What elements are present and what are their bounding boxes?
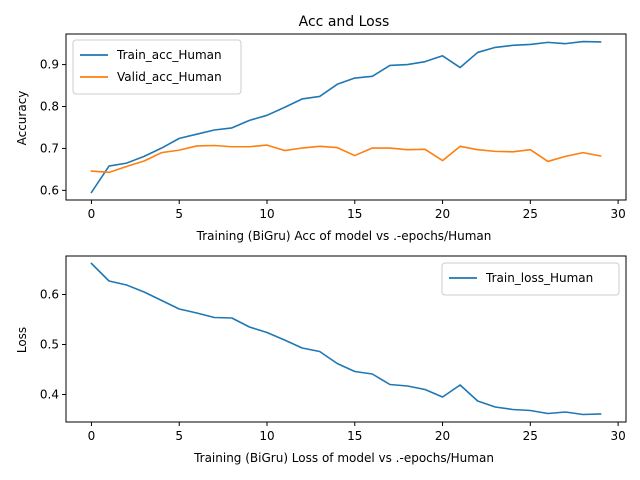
x-tick-label: 5 [175,207,183,221]
y-axis-label: Accuracy [15,91,29,146]
legend-label: Train_loss_Human [485,271,593,285]
series-line-Valid_acc_Human [90,144,602,174]
y-tick-label: 0.9 [40,58,59,72]
x-tick-label: 10 [259,207,274,221]
y-tick-label: 0.5 [40,338,59,352]
legend-box [72,39,242,95]
y-tick-label: 0.8 [40,100,59,114]
loss-chart: 0 5 10 15 20 25 30 0.4 0.5 0.6 Training (BiGru) L… [15,255,627,465]
x-tick-label: 30 [610,207,625,221]
loss-plot-area: 0 5 10 15 20 25 30 0.4 0.5 0.6 [40,255,627,443]
x-tick-label: 0 [88,429,96,443]
legend-box [441,262,620,296]
y-tick-label: 0.6 [40,288,59,302]
accuracy-chart: Acc and Loss 0 5 10 15 20 25 30 0.6 0.7 0.8 0.9 Tr… [15,14,627,243]
legend-label: Train_acc_Human [116,48,222,62]
x-tick-label: 20 [435,207,450,221]
series-line-Train_loss_Human [90,262,602,416]
x-axis-label: Training (BiGru) Loss of model vs .-epoc… [193,451,494,465]
x-tick-label: 10 [259,429,274,443]
x-tick-label: 0 [88,207,96,221]
x-axis-label: Training (BiGru) Acc of model vs .-epoch… [196,229,492,243]
x-tick-label: 20 [435,429,450,443]
x-tick-label: 15 [347,429,362,443]
loss-legend: Train_loss_Human [441,262,620,296]
x-tick-label: 5 [175,429,183,443]
x-tick-label: 25 [523,207,538,221]
x-tick-label: 30 [610,429,625,443]
accuracy-legend: Train_acc_Human Valid_acc_Human [72,39,242,95]
x-tick-label: 15 [347,207,362,221]
y-tick-label: 0.7 [40,141,59,155]
y-tick-label: 0.4 [40,388,59,402]
accuracy-plot-area: 0 5 10 15 20 25 30 0.6 0.7 0.8 0.9 [40,33,627,221]
chart-title: Acc and Loss [299,14,390,30]
series-line-Train_acc_Human [90,40,602,194]
legend-label: Valid_acc_Human [117,70,222,84]
x-tick-label: 25 [523,429,538,443]
y-tick-label: 0.6 [40,183,59,197]
axes-frame [65,255,627,423]
y-axis-label: Loss [15,327,29,353]
axes-frame [65,33,627,201]
